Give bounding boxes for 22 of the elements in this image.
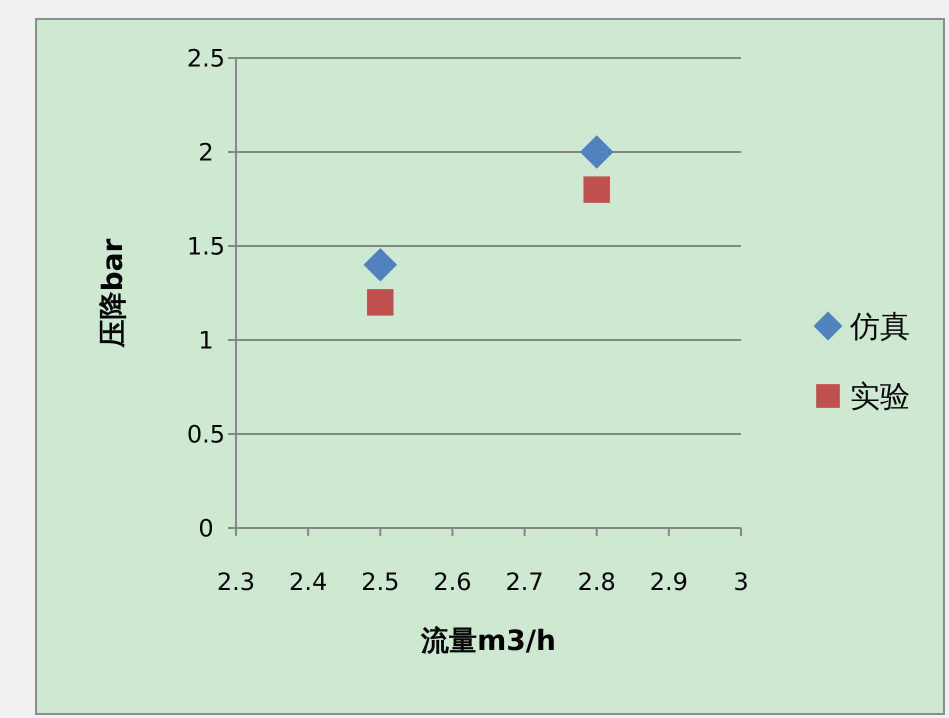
point — [364, 248, 398, 282]
point — [583, 176, 610, 203]
y-tick-label: 0.5 — [186, 420, 226, 448]
x-tick-label: 2.4 — [289, 568, 328, 596]
y-tick-label: 0 — [198, 514, 214, 542]
y-tick-label: 1 — [198, 326, 214, 354]
x-tick-label: 2.9 — [650, 568, 688, 596]
x-tick-label: 2.7 — [505, 568, 544, 596]
x-tick-label: 2.5 — [361, 568, 400, 596]
y-tick-label: 2 — [198, 138, 214, 166]
legend-label: 仿真 — [849, 310, 910, 344]
x-tick-label: 2.3 — [216, 568, 256, 596]
y-axis-title: 压降bar — [96, 238, 129, 348]
x-tick-label: 2.8 — [578, 568, 616, 596]
point — [367, 289, 394, 316]
legend-label: 实验 — [850, 380, 910, 414]
y-tick-label: 2.5 — [186, 44, 226, 72]
x-tick-label: 2.6 — [433, 568, 472, 596]
x-tick-label: 3 — [733, 568, 749, 596]
point — [580, 135, 614, 169]
x-axis-title: 流量m3/h — [420, 624, 556, 657]
y-tick-label: 1.5 — [186, 232, 226, 260]
